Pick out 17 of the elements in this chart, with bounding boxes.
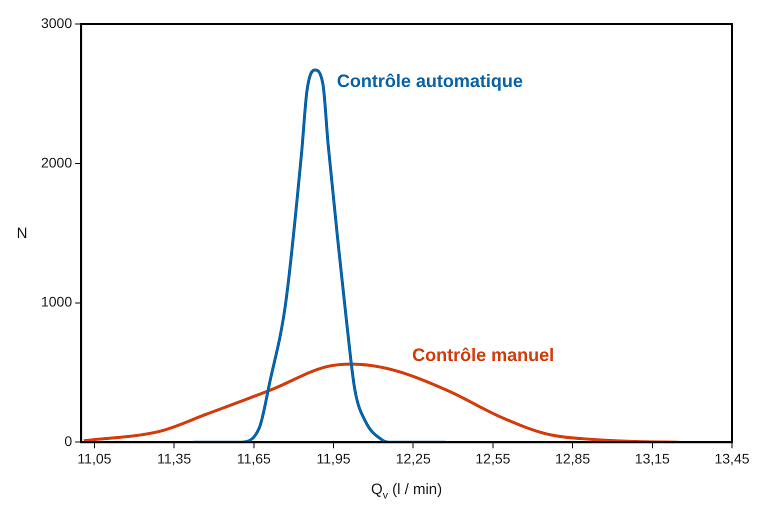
y-tick-label: 3000 <box>40 14 72 31</box>
x-tick-label: 11,95 <box>316 450 351 466</box>
x-tick-label: 12,25 <box>396 450 431 466</box>
series-label: Contrôle automatique <box>336 70 523 91</box>
x-tick-label: 13,45 <box>714 450 750 466</box>
x-tick-label: 11,35 <box>157 450 192 466</box>
y-tick-label: 0 <box>64 433 72 450</box>
x-tick-label: 11,05 <box>77 450 112 466</box>
x-tick-label: 12,85 <box>555 450 590 466</box>
x-tick-label: 11,65 <box>236 450 272 466</box>
series-label: Contrôle manuel <box>412 345 554 366</box>
x-tick-label: 12,55 <box>475 450 511 466</box>
y-axis-title: N <box>16 225 28 242</box>
x-tick-label: 13,15 <box>634 450 670 466</box>
y-tick-label: 2000 <box>40 154 72 170</box>
line-series <box>82 362 680 442</box>
y-tick-label: 1000 <box>40 294 72 310</box>
